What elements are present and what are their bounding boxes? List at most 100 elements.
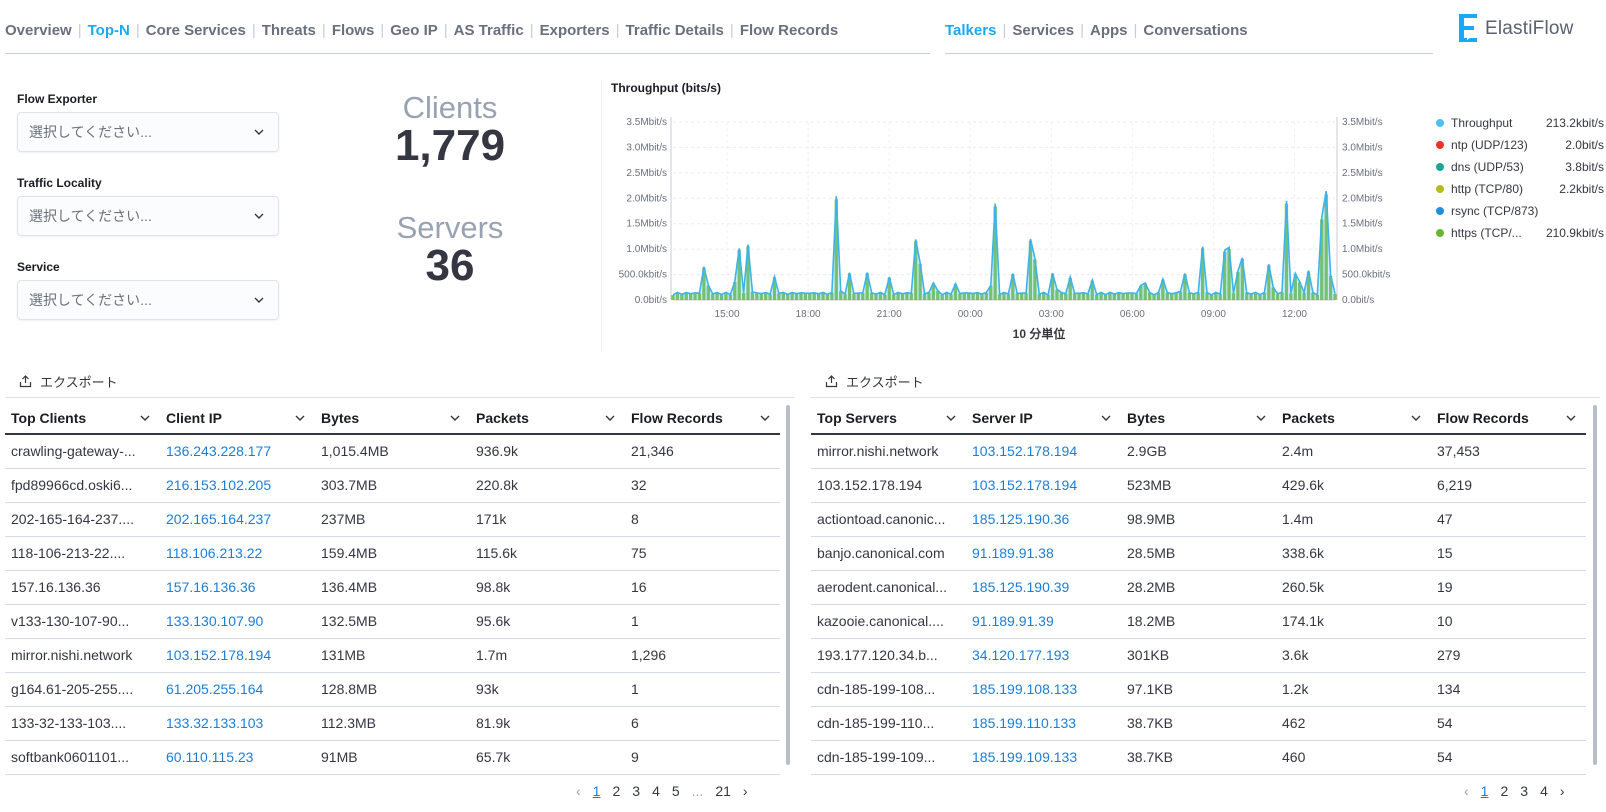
server-ip-link[interactable]: 103.152.178.194 [966,434,1121,468]
client-row: 133-32-133-103.... 133.32.133.103 112.3MB 8… [5,706,780,740]
packets-cell: 260.5k [1276,570,1431,604]
page-2[interactable]: 2 [612,783,620,799]
servers-export-button[interactable]: エクスポート [825,372,924,391]
client-ip-link[interactable]: 60.110.115.23 [160,740,315,774]
legend-item-dns-udp-53[interactable]: dns (UDP/53) 3.8bit/s [1436,156,1604,178]
tab-core-services[interactable]: Core Services [140,22,252,39]
packets-cell: 936.9k [470,434,625,468]
traffic-locality-placeholder: 選択してください... [29,206,152,226]
client-ip-link[interactable]: 133.32.133.103 [160,706,315,740]
chevron-down-icon [254,295,264,305]
chevron-down-icon[interactable] [450,413,460,423]
traffic-locality-select[interactable]: 選択してください... [17,196,279,236]
throughput-chart[interactable]: 0.0bit/s 0.0bit/s 500.0kbit/s 500.0kbit/s 1.… [601,100,1431,355]
tab-overview[interactable]: Overview [5,22,78,39]
tab-as-traffic[interactable]: AS Traffic [448,22,530,39]
column-header-packets[interactable]: Packets [1276,402,1431,434]
column-header-client-ip[interactable]: Client IP [160,402,315,434]
tab-apps[interactable]: Apps [1084,22,1134,39]
legend-item-rsync-tcp-873[interactable]: rsync (TCP/873) [1436,200,1604,222]
next-page-icon[interactable]: › [743,783,748,799]
legend-item-http-tcp-80[interactable]: http (TCP/80) 2.2kbit/s [1436,178,1604,200]
tab-geo-ip[interactable]: Geo IP [384,22,444,39]
server-ip-link[interactable]: 185.125.190.39 [966,570,1121,604]
servers-scrollbar[interactable] [1593,405,1597,765]
server-ip-link[interactable]: 91.189.91.39 [966,604,1121,638]
chevron-down-icon[interactable] [1411,413,1421,423]
bytes-cell: 523MB [1121,468,1276,502]
server-ip-link[interactable]: 185.199.108.133 [966,672,1121,706]
tab-threats[interactable]: Threats [256,22,322,39]
page-1[interactable]: 1 [1481,783,1489,799]
chevron-down-icon[interactable] [1566,413,1576,423]
client-row: crawling-gateway-... 136.243.228.177 1,015… [5,434,780,468]
client-ip-link[interactable]: 133.130.107.90 [160,604,315,638]
server-ip-link[interactable]: 34.120.177.193 [966,638,1121,672]
flow-records-cell: 21,346 [625,434,780,468]
bytes-cell: 237MB [315,502,470,536]
tab-top-n[interactable]: Top-N [82,22,136,39]
server-ip-link[interactable]: 185.199.109.133 [966,740,1121,774]
client-ip-link[interactable]: 61.205.255.164 [160,672,315,706]
client-ip-link[interactable]: 118.106.213.22 [160,536,315,570]
column-header-bytes[interactable]: Bytes [1121,402,1276,434]
client-ip-link[interactable]: 216.153.102.205 [160,468,315,502]
page-5[interactable]: 5 [672,783,680,799]
chevron-down-icon[interactable] [1101,413,1111,423]
clients-export-button[interactable]: エクスポート [19,372,118,391]
page-4[interactable]: 4 [652,783,660,799]
chevron-down-icon[interactable] [295,413,305,423]
tab-talkers[interactable]: Talkers [945,22,1002,39]
client-hostname: v133-130-107-90... [5,604,160,638]
server-ip-link[interactable]: 103.152.178.194 [966,468,1121,502]
tab-traffic-details[interactable]: Traffic Details [620,22,730,39]
column-header-flow-records[interactable]: Flow Records [625,402,780,434]
legend-item-throughput[interactable]: Throughput 213.2kbit/s [1436,112,1604,134]
tab-flows[interactable]: Flows [326,22,381,39]
clients-scrollbar[interactable] [786,405,790,765]
tab-conversations[interactable]: Conversations [1137,22,1253,39]
page-2[interactable]: 2 [1500,783,1508,799]
client-ip-link[interactable]: 157.16.136.36 [160,570,315,604]
client-ip-link[interactable]: 202.165.164.237 [160,502,315,536]
column-header-label: Top Clients [11,410,86,426]
flow-records-cell: 16 [625,570,780,604]
legend-item-https-tcp[interactable]: https (TCP/... 210.9kbit/s [1436,222,1604,244]
previous-page-icon[interactable]: ‹ [576,783,581,799]
chevron-down-icon[interactable] [760,413,770,423]
logo-text: ElastiFlow [1485,18,1574,40]
column-header-flow-records[interactable]: Flow Records [1431,402,1586,434]
chevron-down-icon[interactable] [605,413,615,423]
legend-value: 2.2kbit/s [1559,182,1604,196]
column-header-top-clients[interactable]: Top Clients [5,402,160,434]
page-3[interactable]: 3 [1520,783,1528,799]
page-3[interactable]: 3 [632,783,640,799]
flow-exporter-select[interactable]: 選択してください... [17,112,279,152]
chevron-down-icon[interactable] [140,413,150,423]
service-select[interactable]: 選択してください... [17,280,279,320]
legend-item-ntp-udp-123[interactable]: ntp (UDP/123) 2.0bit/s [1436,134,1604,156]
server-ip-link[interactable]: 91.189.91.38 [966,536,1121,570]
server-ip-link[interactable]: 185.199.110.133 [966,706,1121,740]
flow-records-cell: 6 [625,706,780,740]
tab-services[interactable]: Services [1006,22,1080,39]
column-header-packets[interactable]: Packets [470,402,625,434]
page-21[interactable]: 21 [715,783,731,799]
chevron-down-icon[interactable] [1256,413,1266,423]
column-header-server-ip[interactable]: Server IP [966,402,1121,434]
server-ip-link[interactable]: 185.125.190.36 [966,502,1121,536]
tab-exporters[interactable]: Exporters [534,22,616,39]
page-1[interactable]: 1 [593,783,601,799]
packets-cell: 338.6k [1276,536,1431,570]
previous-page-icon[interactable]: ‹ [1464,783,1469,799]
client-ip-link[interactable]: 136.243.228.177 [160,434,315,468]
column-header-top-servers[interactable]: Top Servers [811,402,966,434]
client-ip-link[interactable]: 103.152.178.194 [160,638,315,672]
server-row: actiontoad.canonic... 185.125.190.36 98.9M… [811,502,1586,536]
chevron-down-icon[interactable] [946,413,956,423]
page-4[interactable]: 4 [1540,783,1548,799]
next-page-icon[interactable]: › [1560,783,1565,799]
legend-dot-icon [1436,163,1444,171]
column-header-bytes[interactable]: Bytes [315,402,470,434]
tab-flow-records[interactable]: Flow Records [734,22,844,39]
